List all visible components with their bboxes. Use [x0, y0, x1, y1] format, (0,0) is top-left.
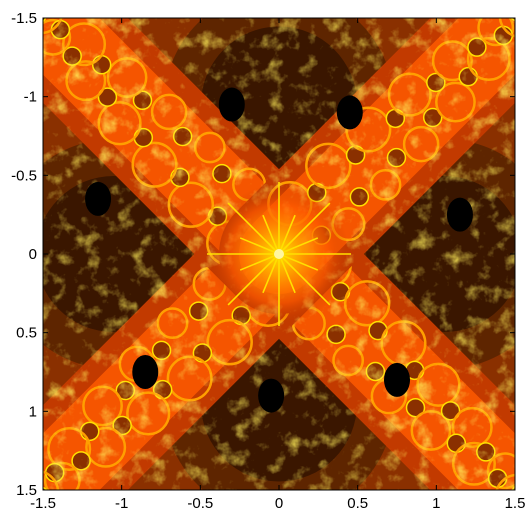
black-basin	[446, 197, 473, 232]
star-ray	[239, 253, 280, 271]
x-axis: -1.5 -1 -0.5 0 0.5 1 1.5	[30, 18, 525, 512]
x-tick-label: -1.5	[30, 495, 56, 512]
x-tick-label: 0.5	[347, 495, 368, 512]
y-tick-label: -0.5	[11, 167, 37, 184]
y-tick-label: 0	[29, 246, 37, 263]
y-tick-label: -1	[24, 89, 37, 106]
star-ray	[278, 202, 331, 255]
y-tick-label: 1	[29, 403, 37, 420]
star-center	[274, 249, 284, 259]
black-basin	[258, 378, 285, 413]
star-ray	[278, 253, 319, 271]
x-tick-label: 0	[275, 495, 283, 512]
center-star	[207, 182, 351, 326]
star-ray	[278, 253, 331, 306]
y-tick-label: 1.5	[16, 482, 37, 499]
black-basin	[132, 355, 159, 389]
x-tick-label: 1.5	[505, 495, 526, 512]
star-ray	[227, 202, 280, 255]
star-ray	[278, 237, 319, 255]
black-basins	[85, 87, 473, 413]
star-ray	[278, 253, 296, 294]
star-ray	[262, 214, 280, 255]
black-basin	[336, 95, 363, 130]
y-tick-label: 0.5	[16, 325, 37, 342]
star-ray	[278, 214, 296, 255]
y-axis: -1.5 -1 -0.5 0 0.5 1 1.5	[11, 10, 515, 499]
x-tick-label: -0.5	[187, 495, 213, 512]
y-tick-label: -1.5	[11, 10, 37, 27]
black-basin	[85, 181, 112, 216]
star-ray	[239, 237, 280, 255]
star-ray	[227, 253, 280, 306]
black-basin	[384, 362, 410, 397]
x-tick-label: -1	[115, 495, 128, 512]
black-basin	[218, 87, 245, 122]
star-ray	[262, 253, 280, 294]
x-tick-label: 1	[432, 495, 440, 512]
